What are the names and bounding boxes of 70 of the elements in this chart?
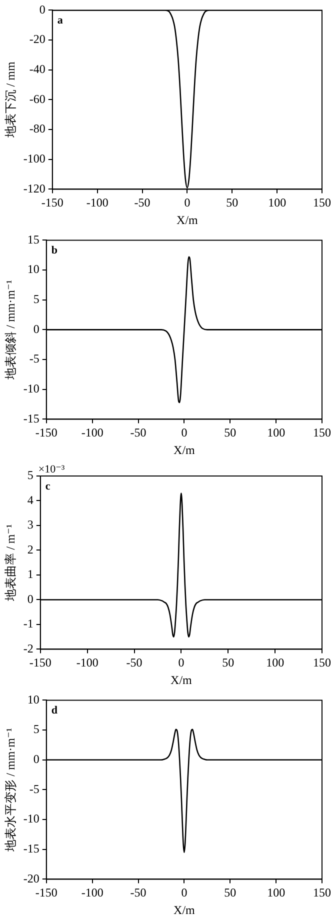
x-tick-label: 150 [313,656,331,670]
y-tick-label: -120 [23,181,46,196]
x-tick-label: -150 [29,656,52,670]
y-tick-label: -40 [29,62,46,76]
x-tick-label: -100 [76,656,98,670]
y-tick-label: -20 [29,32,46,46]
x-tick-label: 0 [184,196,190,210]
y-axis-title: 地表水平变形 / mm·m⁻¹ [3,728,18,852]
y-tick-label: -2 [23,641,34,656]
y-tick-label: 2 [27,542,34,556]
y-tick-label: -1 [23,616,34,631]
y-axis-title: 地表倾斜 / mm·m⁻¹ [3,280,18,380]
text: ×10⁻³ [38,463,66,476]
x-tick-label: -50 [126,656,142,670]
y-tick-label: -10 [23,382,40,396]
x-axis-title: X/m [170,672,193,687]
annotation: a [57,14,64,27]
x-tick-label: -50 [130,426,146,440]
y-tick-label: -20 [23,871,40,886]
x-tick-label: 50 [226,196,238,210]
y-tick-label: 10 [27,262,40,276]
y-tick-label: 15 [27,232,40,246]
y-tick-label: -80 [29,122,46,136]
x-tick-label: -150 [41,196,64,210]
y-tick-label: 5 [33,722,40,736]
annotation: b [51,244,58,257]
y-axis-title: 地表下沉 / mm [3,61,18,139]
y-tick-label: -5 [29,352,40,366]
x-axis-title: X/m [174,442,196,457]
x-tick-label: 50 [224,886,236,900]
y-tick-label: -15 [23,411,40,426]
x-tick-label: 0 [181,886,188,900]
x-tick-label: 0 [181,426,188,440]
y-tick-label: 5 [33,292,40,306]
x-tick-label: 50 [224,426,236,440]
y-tick-label: -60 [29,92,46,106]
x-tick-label: -100 [81,886,104,900]
x-tick-label: 100 [266,656,284,670]
x-tick-label: -50 [134,196,150,210]
x-axis-title: X/m [176,212,199,227]
x-tick-label: 50 [222,656,234,670]
y-tick-label: 10 [27,692,40,706]
y-tick-label: 1 [27,567,34,582]
y-tick-label: 0 [33,322,40,336]
x-tick-label: 100 [267,426,286,440]
y-axis-title: 地表曲率 / m⁻¹ [3,524,18,602]
x-tick-label: -100 [81,426,104,440]
x-tick-label: 100 [267,886,286,900]
x-tick-label: 150 [313,886,331,900]
y-tick-label: 4 [27,492,34,507]
y-tick-label: 0 [27,592,34,606]
x-tick-label: 100 [268,196,286,210]
x-axis-title: X/m [174,902,196,917]
x-tick-label: -150 [35,426,58,440]
x-tick-label: 150 [313,196,331,210]
x-tick-label: 0 [178,656,184,670]
x-tick-label: -150 [35,886,58,900]
y-tick-label: 0 [39,2,46,16]
x-tick-label: -100 [86,196,108,210]
y-tick-label: 0 [33,752,40,766]
x-tick-label: 150 [313,426,331,440]
y-tick-label: -100 [23,152,46,166]
annotation: d [51,704,58,717]
y-tick-label: -15 [23,842,40,856]
y-tick-label: 5 [27,468,34,482]
y-tick-label: -10 [23,812,40,826]
y-tick-label: 3 [27,518,34,532]
x-tick-label: -50 [130,886,146,900]
annotation: c [45,480,50,492]
y-tick-label: -5 [29,782,40,796]
